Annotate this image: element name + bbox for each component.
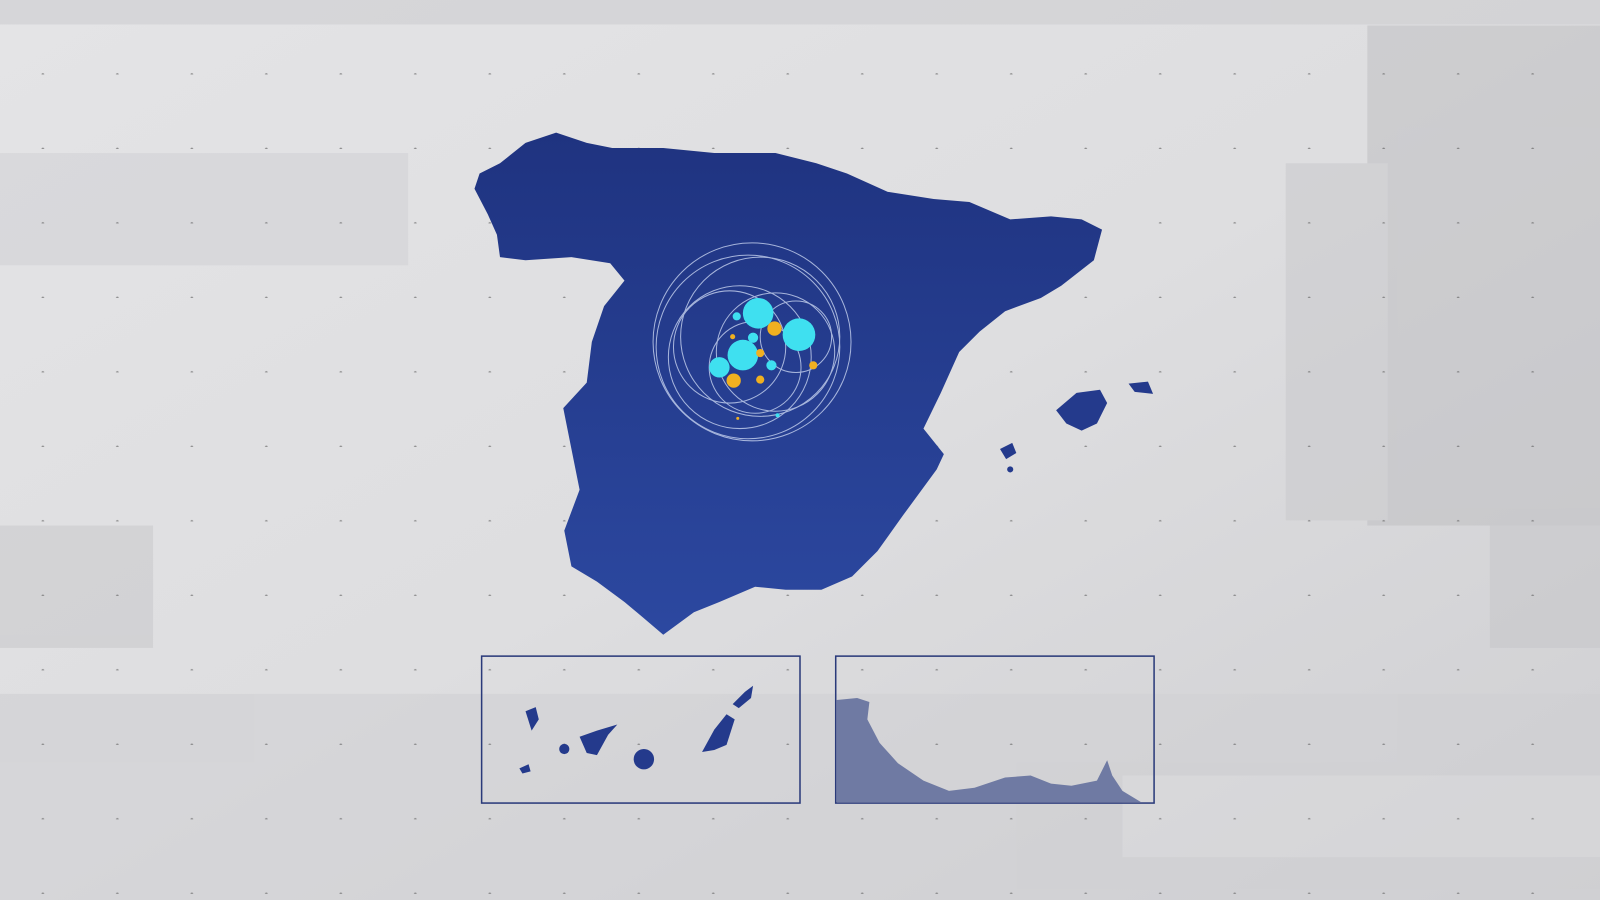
bubble-cyan (766, 360, 777, 371)
bubble-orange (726, 373, 741, 388)
bubble-cyan (742, 297, 774, 329)
spain-peninsula-shape (474, 132, 1103, 635)
bubble-orange (736, 416, 740, 420)
bubble-cyan (747, 332, 759, 343)
bubble-cyan (782, 318, 816, 352)
bubble-orange (730, 334, 736, 340)
bubble-orange (756, 348, 765, 358)
ceuta-melilla-inset (834, 655, 1155, 804)
balearic-islands (1000, 381, 1154, 473)
bubble-cyan (775, 413, 780, 418)
canary-islands-inset (480, 655, 801, 804)
data-bubbles (709, 297, 818, 420)
bubble-orange (767, 321, 782, 336)
bubble-orange (756, 375, 765, 384)
bubble-cyan (709, 357, 730, 378)
bubble-cyan (732, 312, 741, 321)
bubble-orange (809, 361, 818, 370)
bubble-cyan (727, 339, 759, 371)
